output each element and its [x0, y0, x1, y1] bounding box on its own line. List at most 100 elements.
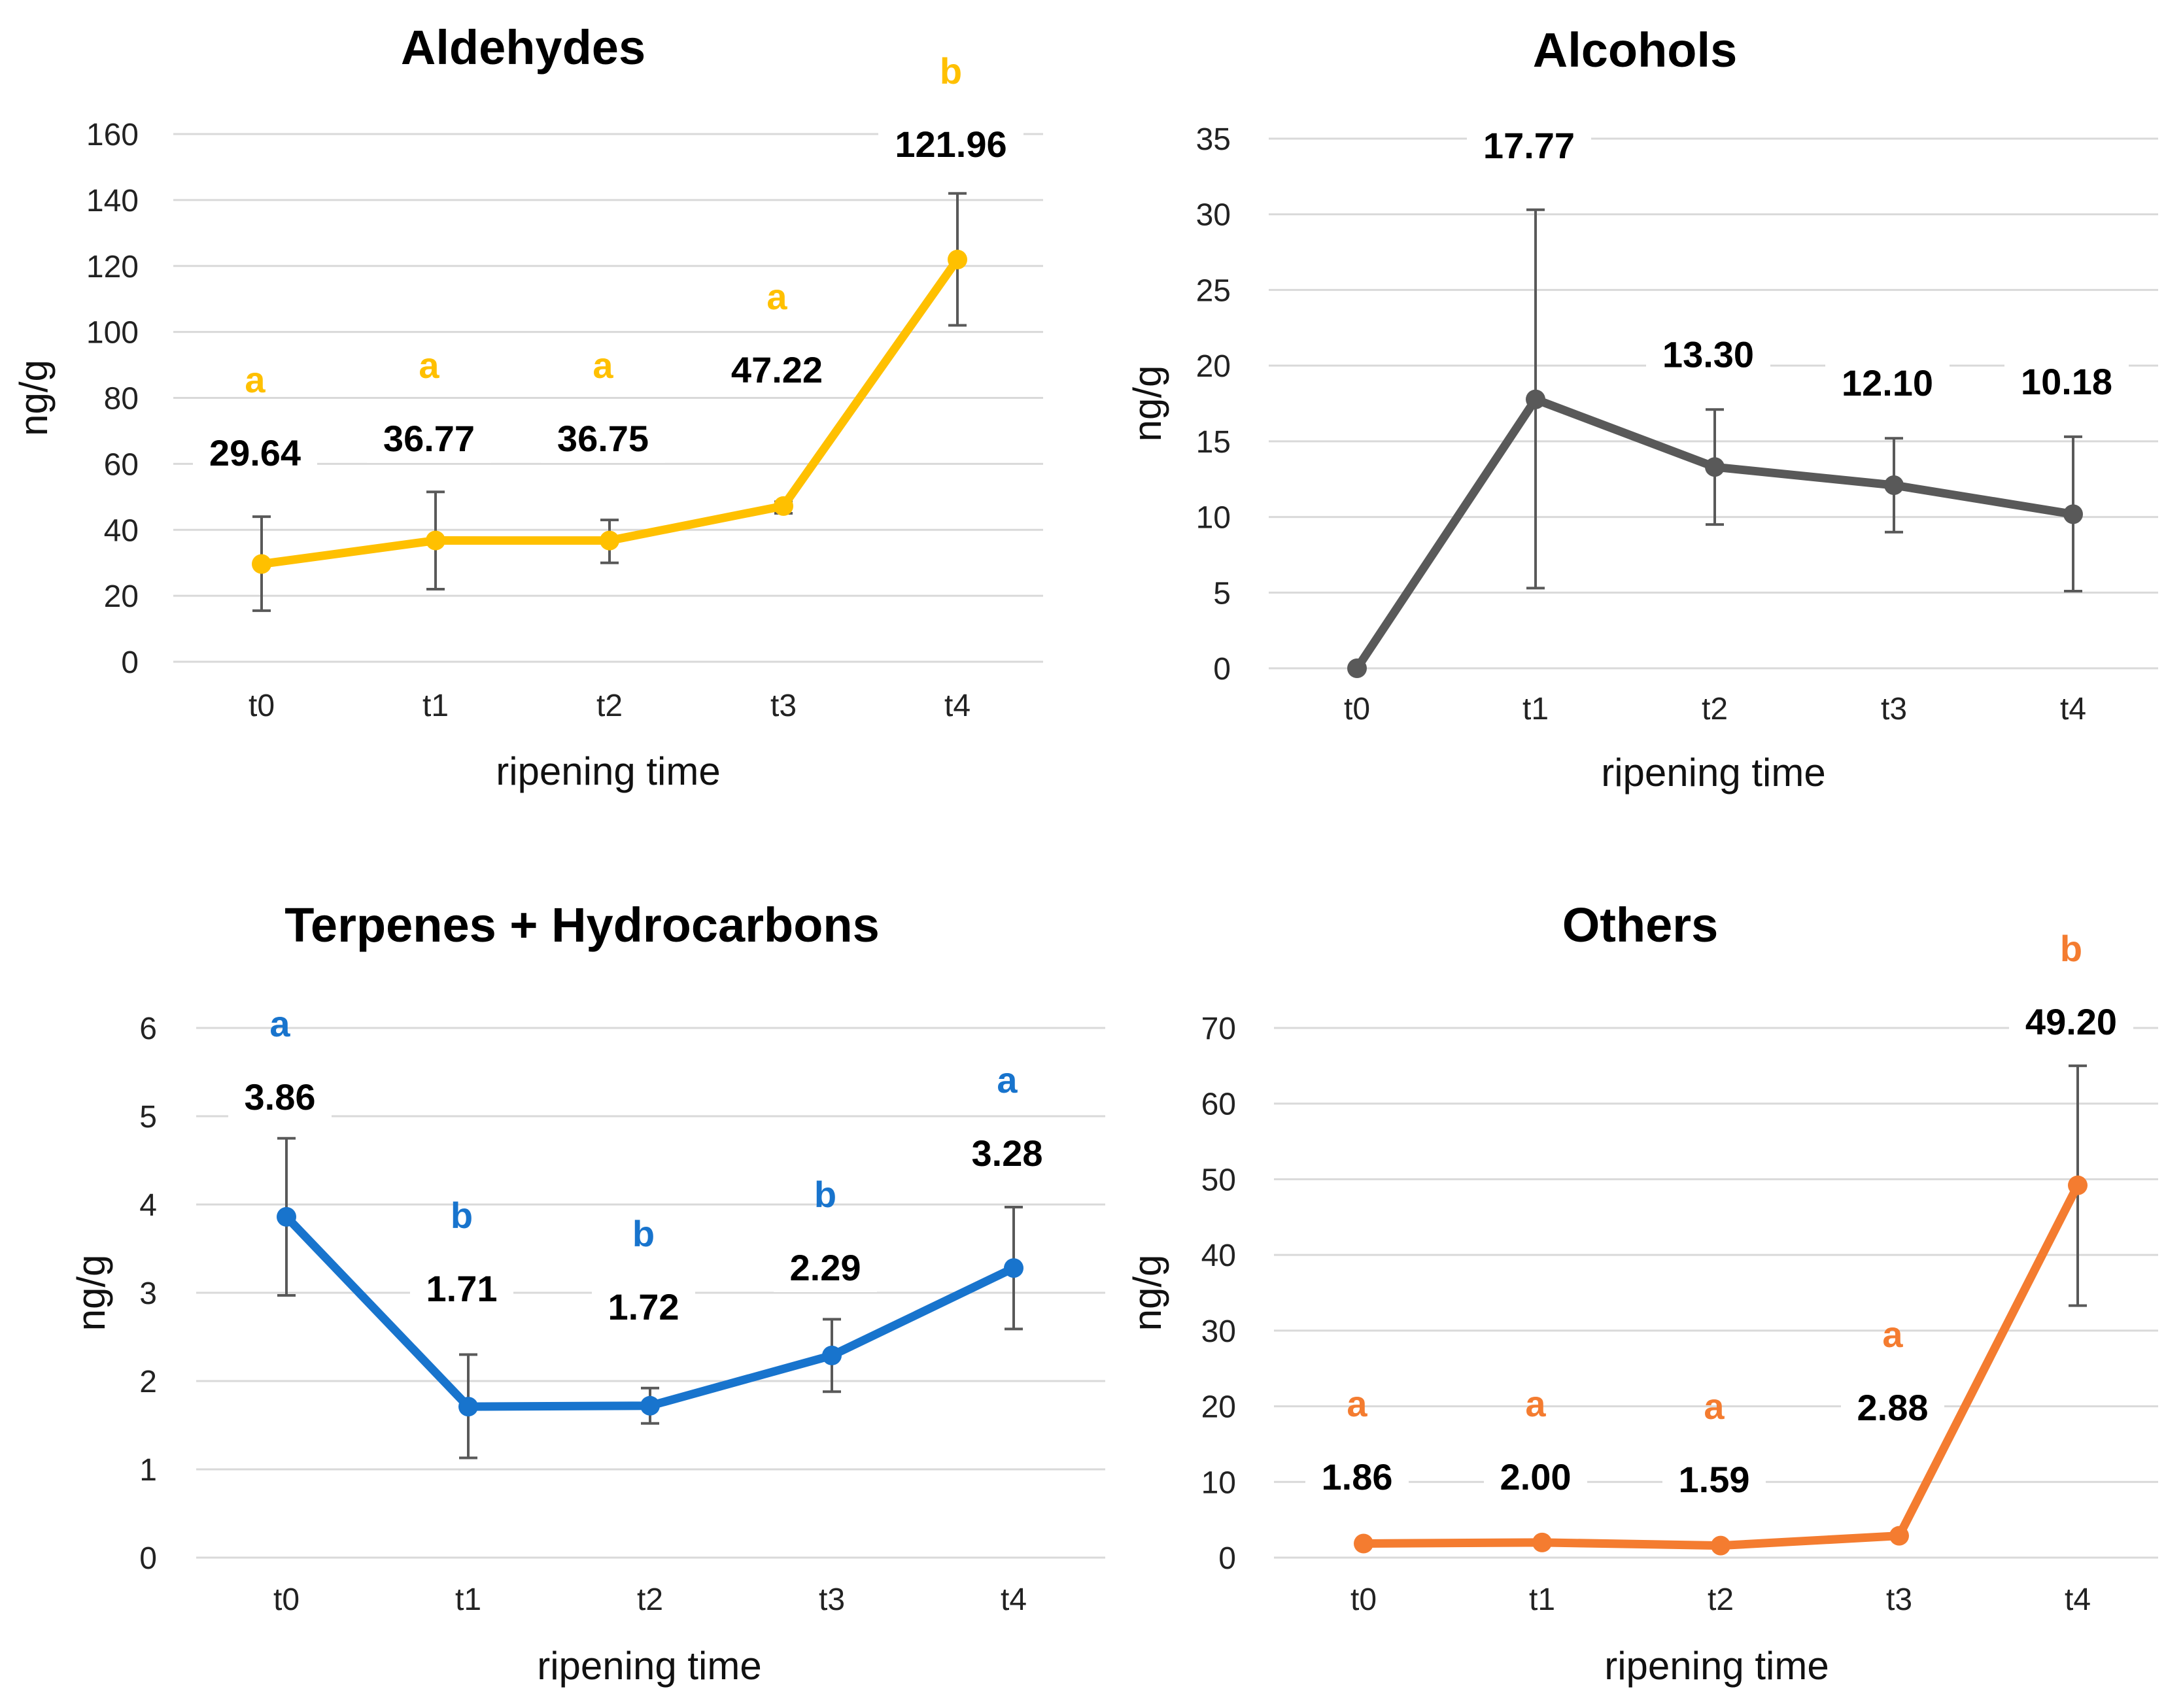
value-label: 121.96 [895, 124, 1006, 165]
chart-title: Aldehydes [401, 20, 645, 75]
value-label-background [2004, 360, 2129, 406]
x-tick-label: t2 [596, 689, 623, 723]
significance-letter: b [2060, 928, 2082, 969]
x-tick-label: t2 [1708, 1582, 1734, 1617]
x-tick-label: t4 [944, 689, 971, 723]
chart-panel-1: Aldehydes 0 20 40 60 80 100 120 140 160 t0 t1 t2 t3 t4… [12, 20, 1043, 793]
x-axis-label: ripening time [1601, 751, 1826, 794]
value-label-background [715, 349, 839, 394]
value-label-background [1484, 1456, 1587, 1501]
value-label-background [592, 1286, 695, 1331]
value-label: 49.20 [2025, 1001, 2117, 1042]
data-point [600, 530, 619, 551]
value-label-background [541, 417, 665, 463]
significance-letter: a [269, 1003, 290, 1044]
y-tick-label: 0 [1213, 652, 1231, 687]
significance-letter: a [1882, 1314, 1903, 1355]
data-point [1347, 658, 1367, 678]
x-tick-label: t1 [455, 1582, 481, 1617]
y-tick-label: 20 [1196, 349, 1231, 384]
value-label: 1.71 [426, 1268, 498, 1309]
significance-letter: a [766, 276, 787, 317]
series-line [257, 255, 962, 569]
y-tick-label: 80 [104, 382, 139, 417]
value-label-background [228, 1076, 332, 1121]
value-label-background [955, 1132, 1059, 1178]
data-point [426, 530, 445, 551]
value-label-background [1467, 124, 1591, 170]
value-label: 29.64 [209, 432, 301, 473]
y-tick-label: 20 [104, 579, 139, 614]
data-point [1705, 457, 1725, 477]
value-label: 17.77 [1483, 125, 1575, 166]
significance-letter: a [419, 345, 439, 386]
y-tick-label: 6 [139, 1012, 157, 1046]
value-label: 2.29 [790, 1247, 861, 1288]
x-tick-label: t1 [1522, 692, 1549, 726]
y-tick-label: 60 [1201, 1087, 1236, 1122]
value-label: 36.75 [557, 418, 649, 459]
x-tick-label: t0 [1350, 1582, 1377, 1617]
y-axis-label: ng/g [69, 1255, 113, 1331]
value-label-background [1305, 1456, 1409, 1501]
data-point [1711, 1535, 1730, 1556]
data-point [1004, 1258, 1023, 1278]
value-label: 12.10 [1842, 362, 1933, 403]
y-tick-label: 15 [1196, 425, 1231, 460]
value-label: 1.59 [1679, 1459, 1750, 1500]
y-axis-label: ng/g [1126, 1255, 1169, 1331]
value-label-background [2009, 1000, 2133, 1046]
y-tick-label: 4 [139, 1188, 157, 1223]
chart-title: Others [1562, 898, 1719, 952]
chart-panel-2: Alcohols 0 5 10 15 20 25 30 35 t0 t1 t2 t3 t4 ripening… [1126, 23, 2158, 794]
x-tick-label: t0 [249, 689, 275, 723]
y-tick-label: 5 [1213, 576, 1231, 611]
y-tick-label: 140 [86, 184, 139, 218]
x-tick-label: t4 [2065, 1582, 2091, 1617]
x-tick-label: t3 [1881, 692, 1907, 726]
value-label: 47.22 [731, 349, 823, 390]
x-tick-label: t1 [1529, 1582, 1555, 1617]
value-label-background [367, 417, 491, 463]
chart-title: Terpenes + Hydrocarbons [284, 898, 880, 952]
y-tick-label: 120 [86, 250, 139, 284]
value-label: 3.86 [245, 1076, 316, 1118]
x-tick-label: t3 [770, 689, 797, 723]
significance-letter: b [940, 50, 962, 92]
x-tick-label: t2 [637, 1582, 663, 1617]
value-label: 36.77 [383, 418, 475, 459]
y-tick-label: 160 [86, 118, 139, 152]
data-point [2063, 504, 2083, 524]
x-tick-label: t3 [1886, 1582, 1912, 1617]
chart-title: Alcohols [1533, 23, 1737, 77]
data-point [252, 554, 271, 574]
significance-letter: a [1704, 1386, 1725, 1427]
x-axis-label: ripening time [1604, 1644, 1829, 1688]
value-label: 13.30 [1662, 333, 1754, 375]
chart-panel-4: Others 0 10 20 30 40 50 60 70 t0 t1 t2 t3 t4 ripening … [1126, 898, 2158, 1688]
value-label-background [1662, 1458, 1766, 1504]
value-label: 2.00 [1500, 1456, 1572, 1497]
value-label-background [878, 123, 1023, 169]
data-point [1526, 389, 1545, 409]
data-point [640, 1395, 660, 1416]
y-axis-label: ng/g [12, 360, 56, 436]
y-tick-label: 60 [104, 447, 139, 482]
y-tick-label: 10 [1196, 501, 1231, 536]
data-point [1889, 1526, 1909, 1546]
data-point [774, 496, 793, 516]
y-tick-label: 1 [139, 1453, 157, 1488]
x-tick-label: t2 [1702, 692, 1728, 726]
y-tick-label: 25 [1196, 273, 1231, 308]
y-tick-label: 5 [139, 1100, 157, 1135]
x-tick-label: t4 [2060, 692, 2086, 726]
significance-letter: b [632, 1213, 655, 1254]
value-label-background [193, 432, 317, 477]
y-tick-label: 35 [1196, 122, 1231, 157]
value-label-background [1825, 362, 1950, 408]
value-label-background [1646, 333, 1770, 379]
value-label: 1.72 [608, 1286, 679, 1327]
value-label: 1.86 [1322, 1456, 1393, 1497]
